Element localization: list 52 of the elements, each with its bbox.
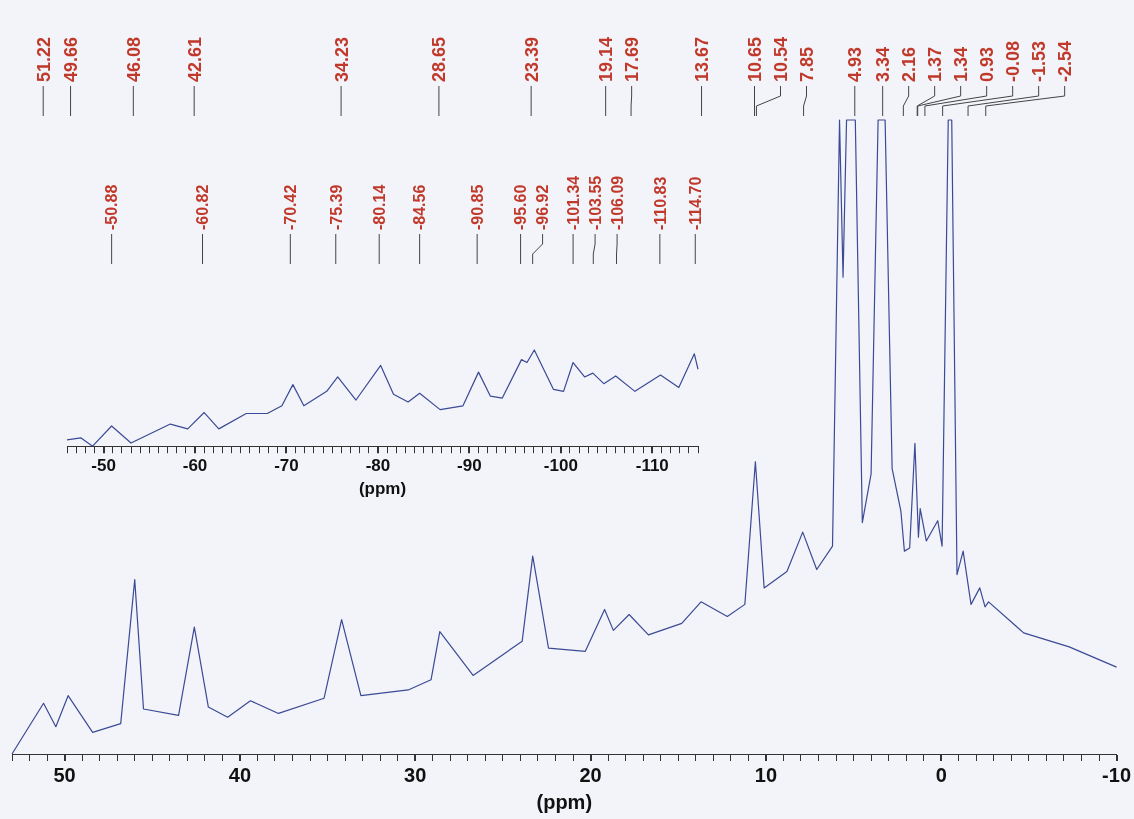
annotation: 34.23 [331,36,352,82]
annotation: 28.65 [429,36,450,82]
x-tick-label: -100 [543,456,578,476]
x-axis-title: (ppm) [358,479,407,499]
x-axis-title: (ppm) [536,790,593,813]
annotation: 3.34 [873,46,894,82]
annotation: -2.54 [1055,40,1076,82]
x-tick-label: 20 [579,763,602,786]
annotation: -1.53 [1029,40,1050,82]
annotation: 19.14 [596,36,617,82]
annotation: 46.08 [123,36,144,82]
annotation: 10.65 [744,36,765,82]
annotation: -106.09 [608,175,626,230]
annotation: 2.16 [899,46,920,82]
x-tick-label: 0 [935,763,947,786]
annotation: -110.83 [651,176,669,230]
annotation: -95.60 [512,184,530,230]
annotation: 17.69 [622,36,643,82]
annotation: -84.56 [411,184,429,230]
annotation: 49.66 [61,36,82,82]
annotation: -90.85 [468,184,486,230]
annotation: -60.82 [194,184,212,230]
annotation: 42.61 [184,36,205,82]
x-tick-label: -70 [274,456,299,476]
annotation: 7.85 [796,46,817,82]
x-tick-label: -60 [182,456,208,476]
x-tick-label: -10 [1102,763,1131,786]
annotation: 1.34 [951,46,972,82]
annotation: -75.39 [327,184,345,230]
x-tick-label: -50 [91,456,116,476]
annotation: 10.54 [770,36,791,82]
x-tick-label: -110 [635,456,669,476]
annotation: 13.67 [692,36,713,82]
annotation: -80.14 [370,184,388,230]
x-tick-label: 40 [228,763,252,786]
annotation: -70.42 [282,184,300,230]
annotation: -103.55 [586,175,604,230]
annotation: 0.93 [977,46,998,82]
x-tick-label: -90 [457,456,482,476]
annotation: -101.34 [564,175,582,230]
annotation: 1.37 [925,46,946,82]
annotation: -0.08 [1003,40,1024,82]
x-tick-label: 50 [53,763,76,786]
annotation: -96.92 [534,184,552,230]
annotation: -114.70 [687,176,705,230]
annotation: 51.22 [33,36,54,82]
annotation: 4.93 [845,46,866,82]
x-tick-label: 30 [404,763,427,786]
x-tick-label: 10 [754,763,778,786]
annotation: -50.88 [103,184,121,230]
annotation: 23.39 [521,36,542,82]
x-tick-label: -80 [365,456,391,476]
